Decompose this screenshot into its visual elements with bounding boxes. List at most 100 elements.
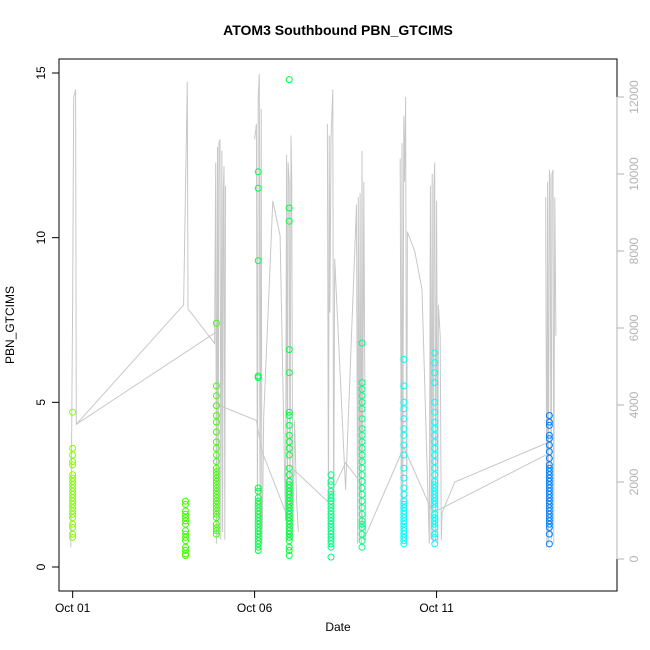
data-point — [327, 543, 335, 551]
data-point — [254, 494, 262, 502]
data-point — [212, 510, 220, 518]
data-point — [182, 514, 189, 522]
data-point — [212, 471, 220, 479]
data-point — [400, 398, 408, 406]
data-point — [431, 349, 439, 357]
data-point — [254, 484, 262, 492]
data-point — [212, 428, 220, 436]
data-point — [358, 444, 366, 452]
data-point — [212, 474, 220, 482]
data-point — [400, 504, 408, 512]
data-point — [545, 510, 553, 518]
data-point — [212, 497, 220, 505]
y-tick-label: 5 — [34, 399, 48, 406]
data-point — [327, 481, 335, 489]
data-point — [212, 458, 220, 466]
data-point — [212, 477, 220, 485]
data-point — [212, 524, 220, 531]
data-point — [327, 471, 335, 479]
x-axis-label: Date — [325, 620, 351, 634]
data-point — [431, 514, 439, 522]
data-point — [400, 527, 408, 535]
data-point — [431, 517, 439, 525]
secondary-line-5 — [76, 330, 546, 540]
data-point — [69, 497, 77, 505]
data-point — [254, 507, 262, 515]
data-point — [285, 369, 293, 377]
data-point — [400, 474, 408, 482]
data-point — [431, 418, 439, 426]
data-point — [182, 533, 189, 541]
data-point — [431, 369, 439, 377]
x-tick-label: Oct 11 — [419, 601, 454, 615]
data-point — [285, 464, 293, 472]
data-point — [431, 464, 439, 472]
data-point — [400, 425, 408, 433]
data-point — [69, 514, 77, 522]
data-point — [254, 520, 262, 528]
data-point — [431, 500, 439, 508]
data-point — [358, 398, 366, 406]
data-point — [545, 530, 553, 538]
x-axis: Oct 01 Oct 06 Oct 11 — [55, 590, 454, 615]
data-point — [212, 382, 220, 390]
data-point — [358, 497, 366, 505]
x-tick-label: Oct 01 — [55, 601, 91, 615]
data-point — [327, 524, 335, 531]
right-axis: 0 2000 4000 6000 8000 10000 12000 — [616, 80, 641, 562]
data-point — [431, 477, 439, 485]
y-axis: 0 5 10 15 — [34, 66, 60, 570]
data-point — [254, 524, 262, 531]
data-point — [212, 412, 220, 419]
data-point — [254, 497, 262, 505]
data-point — [400, 431, 408, 439]
data-point — [358, 537, 366, 545]
data-point — [182, 500, 189, 508]
data-point — [545, 448, 553, 456]
data-point — [327, 517, 335, 525]
right-axis-tick-label: 6000 — [627, 314, 641, 341]
data-point — [182, 547, 189, 554]
data-point — [254, 517, 262, 525]
data-point — [285, 451, 293, 459]
data-point — [212, 451, 220, 459]
data-point — [431, 431, 439, 439]
data-point — [358, 339, 366, 347]
data-point — [545, 507, 553, 515]
data-point — [358, 524, 366, 531]
data-point — [254, 374, 262, 382]
data-point — [254, 543, 262, 551]
data-point — [182, 527, 189, 535]
data-point — [254, 168, 262, 176]
data-point — [285, 527, 293, 535]
data-point — [545, 504, 553, 512]
data-point — [212, 418, 220, 426]
data-point — [431, 520, 439, 528]
data-point — [327, 500, 335, 508]
data-point — [285, 507, 293, 515]
data-point — [212, 319, 220, 327]
data-point — [285, 477, 293, 485]
data-point — [285, 346, 293, 354]
data-point — [285, 444, 293, 452]
data-point — [69, 458, 77, 466]
data-point — [327, 491, 335, 498]
right-axis-tick-label: 4000 — [627, 391, 641, 418]
data-point — [182, 543, 189, 551]
data-point — [327, 497, 335, 505]
data-point — [358, 510, 366, 518]
data-point — [212, 491, 220, 498]
data-point — [358, 458, 366, 466]
data-point — [431, 497, 439, 505]
data-point — [69, 504, 77, 512]
data-point — [254, 500, 262, 508]
data-point — [431, 458, 439, 466]
data-point — [69, 507, 77, 515]
data-point — [69, 533, 77, 541]
right-axis-tick-label: 2000 — [627, 468, 641, 495]
data-point — [285, 552, 293, 559]
data-point — [327, 477, 335, 485]
y-tick-label: 0 — [34, 563, 48, 570]
data-point — [285, 494, 293, 502]
